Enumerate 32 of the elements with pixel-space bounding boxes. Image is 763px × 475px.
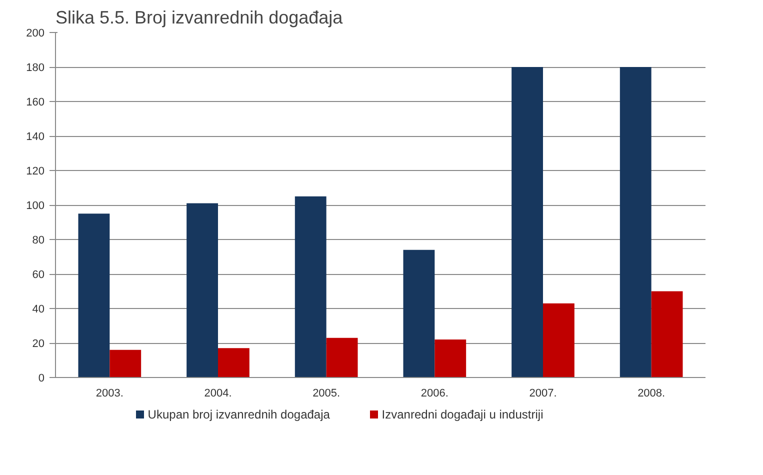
bar bbox=[110, 350, 142, 378]
y-tick-label: 180 bbox=[26, 62, 45, 74]
legend-label: Izvanredni događaji u industriji bbox=[382, 408, 544, 422]
x-tick-label: 2007. bbox=[529, 388, 557, 400]
x-tick-label: 2005. bbox=[312, 388, 340, 400]
bar bbox=[218, 348, 250, 378]
x-tick-label: 2008. bbox=[638, 388, 666, 400]
bar bbox=[403, 250, 435, 378]
x-tick-label: 2006. bbox=[420, 388, 448, 400]
bar bbox=[543, 303, 574, 378]
y-tick-label: 120 bbox=[26, 166, 45, 178]
bar bbox=[78, 214, 110, 378]
x-tick-label: 2004. bbox=[204, 388, 232, 400]
bar bbox=[651, 291, 683, 378]
x-tick-label: 2003. bbox=[96, 388, 124, 400]
y-tick-label: 20 bbox=[32, 338, 45, 350]
y-tick-label: 60 bbox=[32, 269, 45, 281]
legend-label: Ukupan broj izvanrednih događaja bbox=[148, 408, 330, 422]
y-tick-label: 0 bbox=[38, 372, 45, 384]
y-tick-label: 40 bbox=[32, 304, 45, 316]
y-tick-label: 200 bbox=[26, 28, 45, 40]
y-tick-label: 140 bbox=[26, 131, 45, 143]
chart-title: Slika 5.5. Broj izvanrednih događaja bbox=[56, 8, 344, 28]
y-tick-label: 100 bbox=[26, 200, 45, 212]
bar bbox=[620, 67, 652, 378]
bar bbox=[434, 340, 466, 378]
y-tick-label: 80 bbox=[32, 234, 45, 246]
bar bbox=[294, 196, 326, 378]
bar bbox=[512, 67, 543, 378]
y-tick-label: 160 bbox=[26, 96, 45, 108]
bar bbox=[326, 338, 358, 378]
bar bbox=[186, 203, 218, 378]
